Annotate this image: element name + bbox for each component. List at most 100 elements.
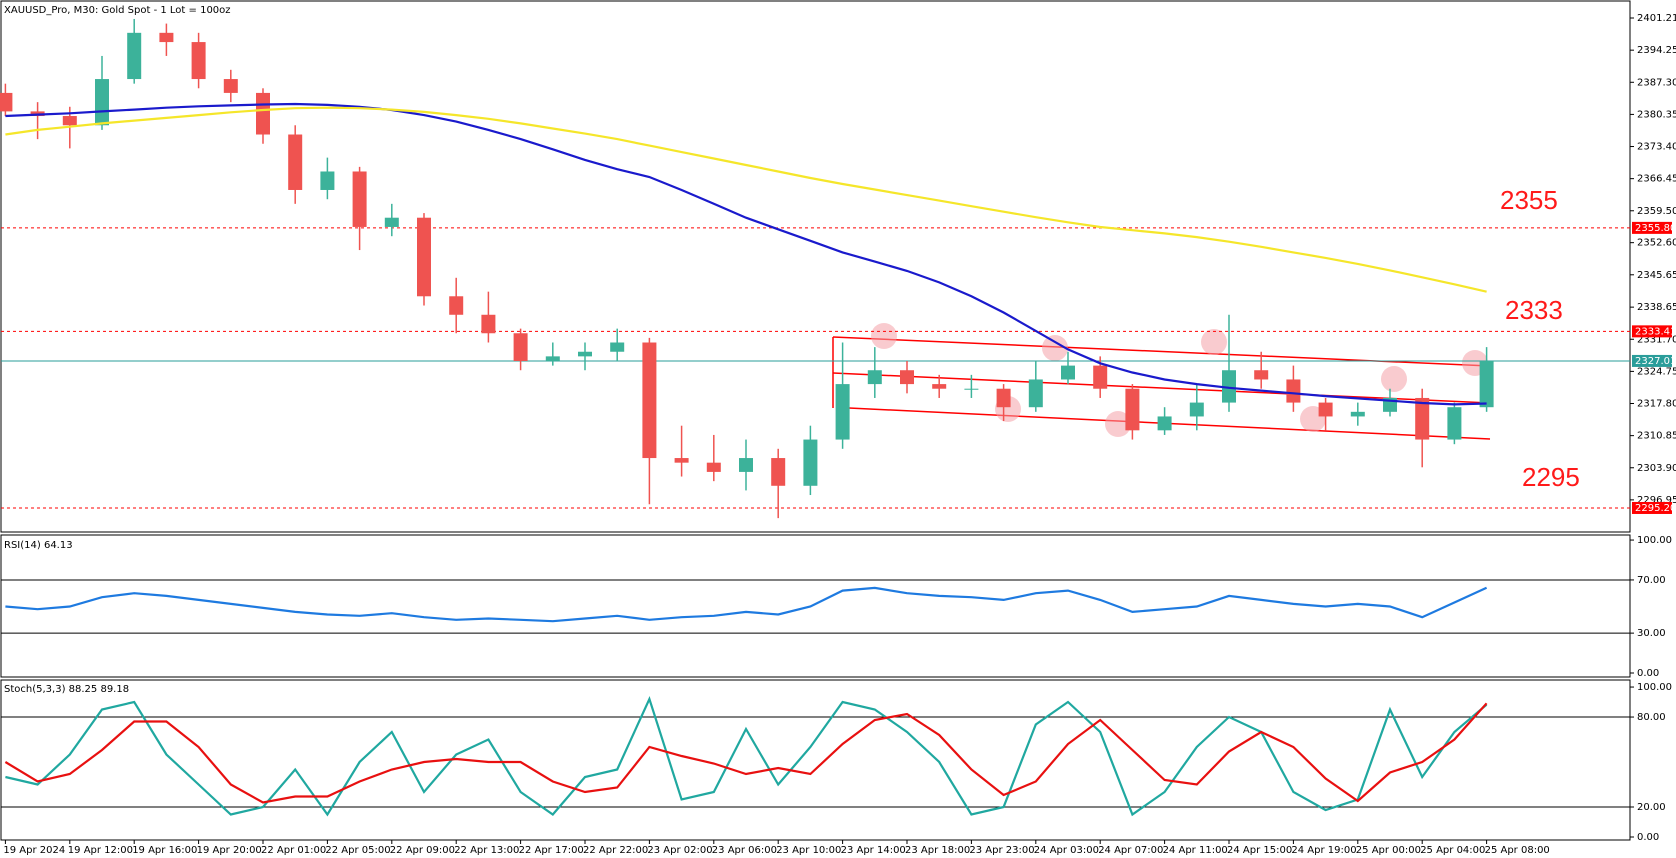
rsi-title: RSI(14) 64.13 [4, 540, 73, 551]
candle-body [1061, 365, 1075, 380]
price-label: 2295.20 [1635, 503, 1676, 514]
candle-body [320, 171, 335, 190]
candle-body [867, 370, 882, 385]
candle-body [62, 116, 77, 126]
x-tick-label: 23 Apr 06:00 [712, 845, 777, 856]
y-tick-label: 2345.65 [1637, 270, 1676, 281]
candle-body [1125, 388, 1140, 431]
x-tick-label: 23 Apr 14:00 [841, 845, 906, 856]
x-tick-label: 24 Apr 19:00 [1291, 845, 1356, 856]
candle-body [449, 296, 464, 315]
y-tick-label: 80.00 [1637, 712, 1666, 723]
candle-body [0, 92, 13, 112]
candle-body [1093, 365, 1108, 389]
x-tick-label: 22 Apr 09:00 [390, 845, 455, 856]
indicator-line [5, 695, 1488, 817]
candle-body [159, 32, 174, 43]
candle-body [642, 342, 657, 459]
chart-title: XAUUSD_Pro, M30: Gold Spot - 1 Lot = 100… [4, 5, 231, 16]
y-tick-label: 2331.70 [1637, 334, 1676, 345]
x-tick-label: 25 Apr 00:00 [1356, 845, 1421, 856]
candle-body [513, 333, 528, 361]
candle-body [835, 384, 850, 440]
candle-body [610, 342, 625, 352]
x-tick-label: 19 Apr 20:00 [197, 845, 262, 856]
price-label: 2333.41 [1635, 326, 1676, 337]
candle-body [706, 462, 721, 472]
candle-body [771, 458, 786, 486]
candle-body [1479, 360, 1494, 408]
candle-body [1157, 416, 1172, 431]
price-label: 2355.80 [1635, 223, 1676, 234]
x-tick-label: 23 Apr 18:00 [905, 845, 970, 856]
x-tick-label: 22 Apr 01:00 [261, 845, 326, 856]
candle-body [352, 171, 367, 227]
x-tick-label: 24 Apr 15:00 [1227, 845, 1292, 856]
candle-body [417, 217, 431, 297]
y-tick-label: 100.00 [1637, 682, 1672, 693]
candle-body [932, 384, 947, 389]
y-tick-label: 30.00 [1637, 628, 1666, 639]
y-tick-label: 100.00 [1637, 535, 1672, 546]
y-tick-label: 2324.75 [1637, 366, 1676, 377]
candle-body [545, 356, 560, 361]
y-tick-label: 0.00 [1637, 832, 1659, 843]
candle-body [1447, 407, 1462, 440]
y-tick-label: 2394.25 [1637, 45, 1676, 56]
candle-body [900, 370, 914, 385]
x-tick-label: 22 Apr 13:00 [454, 845, 519, 856]
y-tick-label: 2373.40 [1637, 142, 1676, 153]
candle-body [1189, 402, 1204, 417]
rsi-panel [0, 534, 1631, 678]
candle-body [95, 79, 109, 126]
y-tick-label: 2359.50 [1637, 206, 1676, 217]
candle-body [1415, 397, 1430, 440]
candle-body [1318, 402, 1333, 417]
annotation: 2295 [1522, 462, 1580, 492]
candle-body [578, 351, 592, 357]
x-tick-label: 23 Apr 10:00 [776, 845, 841, 856]
candle-body [803, 439, 818, 486]
candle-body [127, 32, 142, 80]
x-tick-label: 22 Apr 05:00 [325, 845, 390, 856]
candle-body [288, 134, 303, 190]
x-tick-label: 24 Apr 11:00 [1163, 845, 1228, 856]
x-tick-label: 19 Apr 2024 [3, 845, 65, 856]
x-tick-label: 25 Apr 08:00 [1485, 845, 1550, 856]
x-tick-label: 25 Apr 04:00 [1420, 845, 1485, 856]
annotation: 2333 [1505, 295, 1563, 325]
indicator-line [5, 106, 1487, 293]
y-tick-label: 2380.35 [1637, 109, 1676, 120]
indicator-line [5, 102, 1487, 406]
candle-body [1028, 379, 1043, 408]
x-tick-label: 23 Apr 02:00 [647, 845, 712, 856]
candle-body [256, 92, 270, 135]
y-tick-label: 70.00 [1637, 575, 1666, 586]
x-tick-label: 19 Apr 12:00 [68, 845, 133, 856]
y-tick-label: 2366.45 [1637, 174, 1676, 185]
main-panel [0, 0, 1631, 533]
annotation: 2355 [1500, 185, 1558, 215]
price-label-box [1632, 325, 1672, 338]
stoch-title: Stoch(5,3,3) 88.25 89.18 [4, 684, 129, 695]
y-tick-label: 2401.21 [1637, 13, 1676, 24]
y-tick-label: 0.00 [1637, 668, 1659, 679]
y-tick-label: 2338.65 [1637, 302, 1676, 313]
y-tick-label: 2303.90 [1637, 463, 1676, 474]
x-tick-label: 22 Apr 22:00 [583, 845, 648, 856]
stoch-panel [0, 679, 1631, 841]
y-tick-label: 2387.30 [1637, 77, 1676, 88]
price-label-box [1632, 354, 1672, 367]
candle-body [1286, 379, 1301, 403]
x-tick-label: 22 Apr 17:00 [519, 845, 584, 856]
y-tick-label: 2317.80 [1637, 399, 1676, 410]
x-tick-label: 24 Apr 07:00 [1098, 845, 1163, 856]
candle-body [674, 458, 689, 463]
candle-body [384, 217, 399, 227]
candle-body [481, 314, 496, 334]
indicator-line [5, 586, 1488, 623]
price-label: 2327.01 [1635, 356, 1676, 367]
candle-body [964, 388, 979, 390]
candle-body [1254, 370, 1269, 380]
